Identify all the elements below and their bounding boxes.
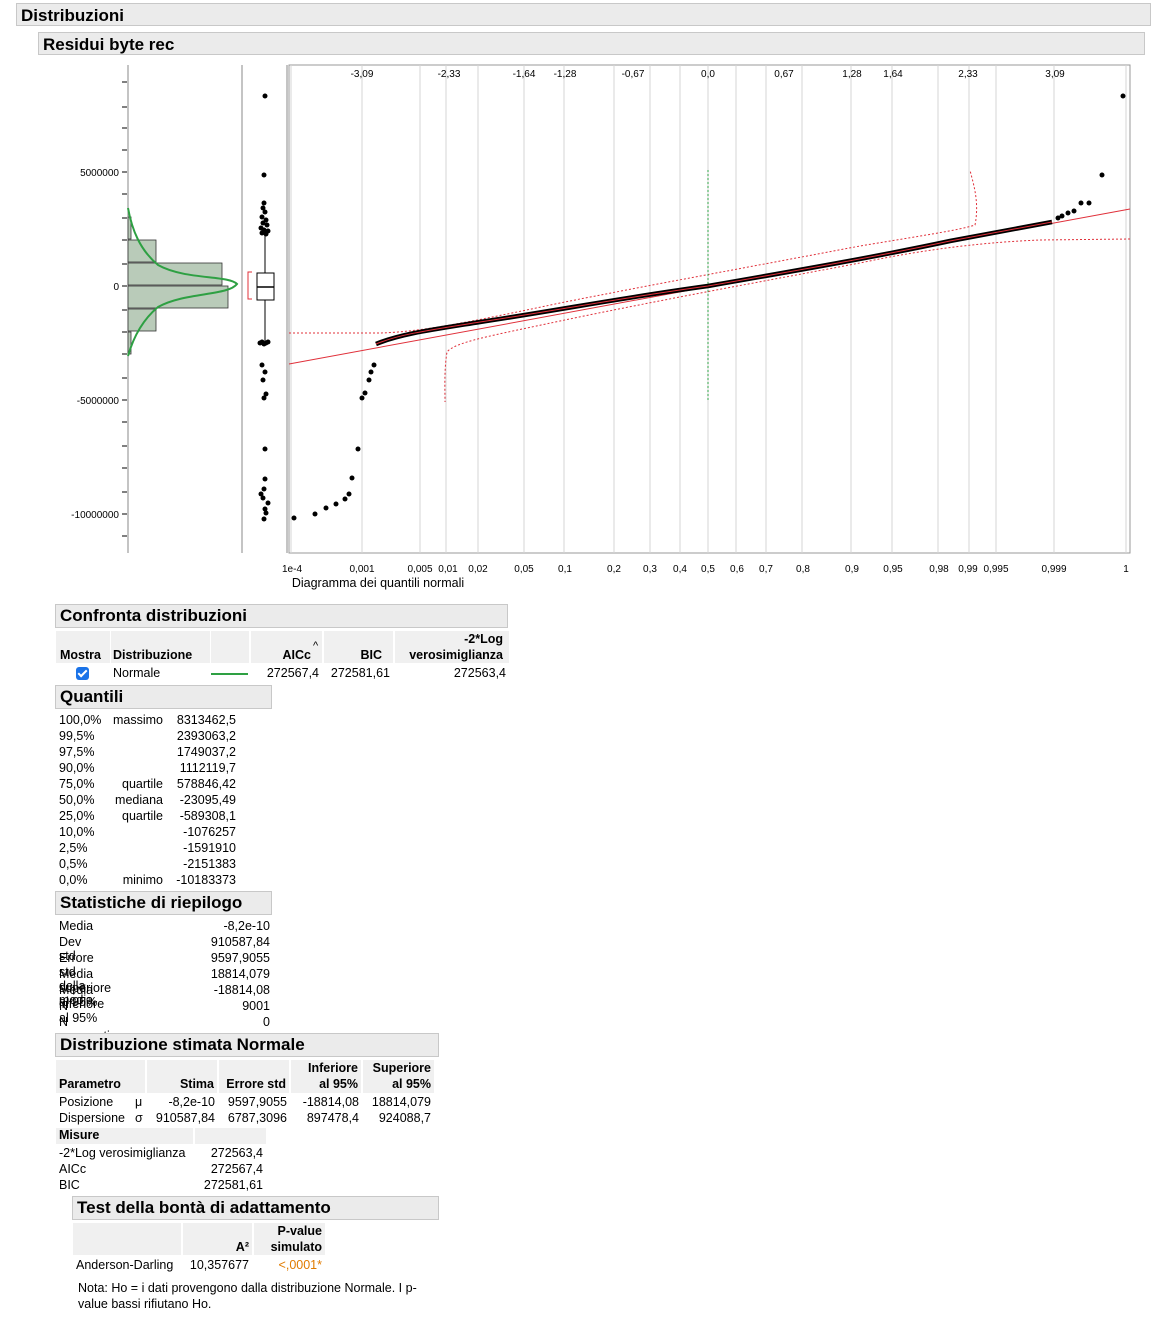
residui-title: Residui byte rec [43, 35, 175, 54]
dist-line-swatch [211, 673, 248, 675]
col-bic: BIC [360, 648, 382, 662]
col-stima: Stima [179, 1077, 214, 1091]
stimata-title: Distribuzione stimata Normale [60, 1035, 305, 1054]
bottom-tick-label: 0,5 [701, 564, 715, 575]
bottom-tick-label: 0,995 [983, 564, 1008, 575]
distribution-plot: 5000000 0 -5000000 -10000000 [71, 64, 1131, 590]
test-a2-value: 10,357677 [189, 1258, 249, 1272]
aicc-value: 272567,4 [266, 666, 319, 680]
y-axis: 5000000 0 -5000000 -10000000 [71, 81, 127, 537]
col-loglik-2: verosimiglianza [409, 648, 503, 662]
misure-title: Misure [59, 1128, 100, 1142]
top-axis: -3,09 -2,33 -1,64 -1,28 -0,67 0,0 0,67 1… [351, 69, 1066, 80]
param-row: Dispersione σ 910587,84 6787,3096 897478… [59, 1111, 431, 1125]
col-sup-2: al 95% [392, 1077, 431, 1091]
normal-density-curve [127, 207, 239, 357]
bottom-tick-label: 0,7 [759, 564, 773, 575]
col-pvalue-2: simulato [270, 1240, 322, 1254]
statistiche-header[interactable]: Statistiche di riepilogo [55, 891, 272, 915]
bottom-tick-label: 0,001 [349, 564, 374, 575]
top-tick-label: -3,09 [351, 69, 374, 80]
col-sup-1: Superiore [372, 1061, 431, 1075]
loglik-value: 272563,4 [453, 666, 506, 680]
bottom-tick-label: 0,05 [514, 564, 534, 575]
y-tick-label: -5000000 [77, 396, 120, 407]
bottom-tick-label: 0,99 [958, 564, 978, 575]
quantili-title: Quantili [60, 687, 124, 706]
test-pvalue: <,0001* [278, 1258, 322, 1272]
y-tick-label: 0 [113, 282, 119, 293]
test-name: Anderson-Darling [76, 1258, 174, 1272]
bic-value: 272581,61 [330, 666, 390, 680]
caret-up-icon[interactable]: ^ [313, 640, 319, 652]
histogram-panel [127, 65, 243, 553]
bottom-tick-label: 0,95 [883, 564, 903, 575]
stimata-header[interactable]: Distribuzione stimata Normale [55, 1033, 439, 1057]
histogram-bar [127, 262, 223, 286]
col-aicc[interactable]: AICc [282, 648, 311, 662]
col-distribuzione: Distribuzione [113, 648, 193, 662]
y-tick-label: -10000000 [71, 510, 119, 521]
test-note-2: value bassi rifiutano Ho. [78, 1297, 212, 1311]
col-inf-2: al 95% [319, 1077, 358, 1091]
col-loglik-1: -2*Log [464, 632, 503, 646]
top-tick-label: -0,67 [622, 69, 645, 80]
top-tick-label: -1,64 [513, 69, 536, 80]
qq-plot-panel [288, 64, 1131, 554]
histogram-bar [127, 285, 229, 309]
box-plot-panel [247, 65, 288, 553]
col-pvalue-1: P-value [277, 1224, 322, 1238]
top-tick-label: 3,09 [1045, 69, 1065, 80]
top-tick-label: -2,33 [438, 69, 461, 80]
top-tick-label: 2,33 [958, 69, 978, 80]
confronta-title: Confronta distribuzioni [60, 606, 247, 625]
bottom-tick-label: 0,6 [730, 564, 744, 575]
dist-name: Normale [113, 666, 161, 680]
qq-outliers [291, 93, 1126, 521]
bottom-tick-label: 0,1 [558, 564, 572, 575]
param-row: Posizione μ -8,2e-10 9597,9055 -18814,08… [59, 1095, 431, 1109]
top-tick-label: 0,0 [701, 69, 715, 80]
top-tick-label: 1,28 [842, 69, 862, 80]
confronta-header[interactable]: Confronta distribuzioni [55, 604, 508, 628]
bottom-tick-label: 0,3 [643, 564, 657, 575]
statistiche-title: Statistiche di riepilogo [60, 893, 243, 912]
top-tick-label: 0,67 [774, 69, 794, 80]
bottom-tick-label: 0,005 [407, 564, 432, 575]
y-tick-label: 5000000 [80, 168, 119, 179]
bottom-tick-label: 0,01 [438, 564, 458, 575]
bottom-tick-label: 0,02 [468, 564, 488, 575]
bottom-tick-label: 0,4 [673, 564, 687, 575]
confidence-band-upper [444, 238, 1131, 403]
test-header[interactable]: Test della bontà di adattamento [72, 1196, 439, 1220]
bottom-tick-label: 1 [1123, 564, 1129, 575]
bottom-tick-label: 0,2 [607, 564, 621, 575]
residui-header[interactable]: Residui byte rec [38, 32, 1145, 55]
x-axis-label: Diagramma dei quantili normali [292, 576, 464, 590]
col-parametro: Parametro [59, 1077, 121, 1091]
bottom-tick-label: 1e-4 [282, 564, 302, 575]
bottom-tick-label: 0,9 [845, 564, 859, 575]
bottom-tick-label: 0,999 [1041, 564, 1066, 575]
bottom-tick-label: 0,98 [929, 564, 949, 575]
col-a2: A² [235, 1240, 249, 1254]
distribuzioni-header[interactable]: Distribuzioni [16, 3, 1151, 26]
col-mostra: Mostra [60, 648, 101, 662]
bottom-tick-label: 0,8 [796, 564, 810, 575]
col-errore: Errore std [226, 1077, 286, 1091]
mostra-checkbox[interactable] [76, 667, 89, 680]
test-title: Test della bontà di adattamento [77, 1198, 331, 1217]
distribuzioni-title: Distribuzioni [21, 6, 124, 25]
quantili-header[interactable]: Quantili [55, 685, 272, 709]
test-note-1: Nota: Ho = i dati provengono dalla distr… [78, 1281, 417, 1295]
bottom-axis: 1e-4 0,001 0,005 0,01 0,02 0,05 0,1 0,2 … [282, 564, 1129, 575]
top-tick-label: 1,64 [883, 69, 903, 80]
col-inf-1: Inferiore [307, 1061, 358, 1075]
top-tick-label: -1,28 [554, 69, 577, 80]
